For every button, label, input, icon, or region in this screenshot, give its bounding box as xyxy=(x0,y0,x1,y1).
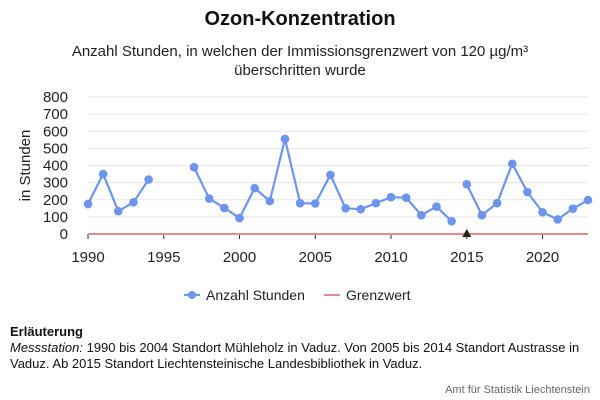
data-point xyxy=(114,206,123,216)
data-point xyxy=(371,198,381,208)
data-point xyxy=(310,199,320,208)
data-point xyxy=(401,193,411,202)
y-tick-label: 600 xyxy=(43,123,68,140)
data-point xyxy=(477,210,487,220)
data-point xyxy=(280,134,290,144)
data-point xyxy=(204,194,214,203)
legend-label-grenzwert: Grenzwert xyxy=(346,287,411,303)
data-point xyxy=(523,187,532,197)
data-point xyxy=(432,202,441,211)
y-tick-label: 200 xyxy=(43,192,68,209)
data-point xyxy=(83,199,93,209)
data-point xyxy=(538,207,547,217)
data-point xyxy=(265,196,275,206)
notes-label: Messstation: xyxy=(10,340,83,355)
data-point xyxy=(295,198,305,208)
x-tick-label: 1995 xyxy=(147,249,180,266)
x-tick-label: 2015 xyxy=(450,249,483,266)
station-change-marker xyxy=(462,229,472,237)
data-point xyxy=(326,170,335,180)
x-tick-label: 2000 xyxy=(223,249,256,266)
series-line-anzahl-stunden xyxy=(87,172,150,213)
data-point xyxy=(386,192,396,202)
source-credit: Amt für Statistik Liechtenstein xyxy=(445,384,590,396)
data-point xyxy=(250,183,259,193)
y-tick-label: 300 xyxy=(43,175,68,192)
data-point xyxy=(417,210,426,220)
data-point xyxy=(129,198,138,207)
data-point xyxy=(144,175,153,184)
data-point xyxy=(220,203,229,213)
chart-subtitle: Anzahl Stunden, in welchen der Immission… xyxy=(71,43,529,79)
y-tick-label: 500 xyxy=(43,140,68,157)
data-point xyxy=(356,204,366,214)
x-tick-label: 2010 xyxy=(374,249,407,266)
chart-title: Ozon-Konzentration xyxy=(204,8,396,30)
notes-body: Messstation: 1990 bis 2004 Standort Mühl… xyxy=(10,340,590,372)
y-tick-label: 700 xyxy=(43,106,68,123)
legend-label-anzahl-stunden: Anzahl Stunden xyxy=(206,287,305,303)
y-tick-label: 800 xyxy=(43,89,68,106)
y-tick-label: 400 xyxy=(43,158,68,175)
data-point xyxy=(492,198,502,208)
notes-text: 1990 bis 2004 Standort Mühleholz in Vadu… xyxy=(10,340,580,371)
data-point xyxy=(98,169,108,179)
data-point xyxy=(462,180,472,189)
data-point xyxy=(568,204,578,213)
y-tick-label: 100 xyxy=(43,209,68,226)
x-tick-label: 2005 xyxy=(299,249,332,266)
legend-marker-anzahl-stunden xyxy=(188,291,196,299)
y-tick-label: 0 xyxy=(60,226,68,243)
x-tick-label: 1990 xyxy=(71,249,104,266)
y-axis-label: in Stunden xyxy=(17,130,34,202)
data-point xyxy=(583,195,593,205)
series-line-anzahl-stunden xyxy=(193,137,453,222)
data-point xyxy=(507,159,517,169)
notes-heading: Erläuterung xyxy=(10,324,83,339)
data-point xyxy=(189,162,199,172)
x-tick-label: 2020 xyxy=(526,249,559,266)
data-point xyxy=(235,213,244,223)
data-point xyxy=(341,204,350,213)
data-point xyxy=(553,215,562,224)
data-point xyxy=(447,216,456,226)
